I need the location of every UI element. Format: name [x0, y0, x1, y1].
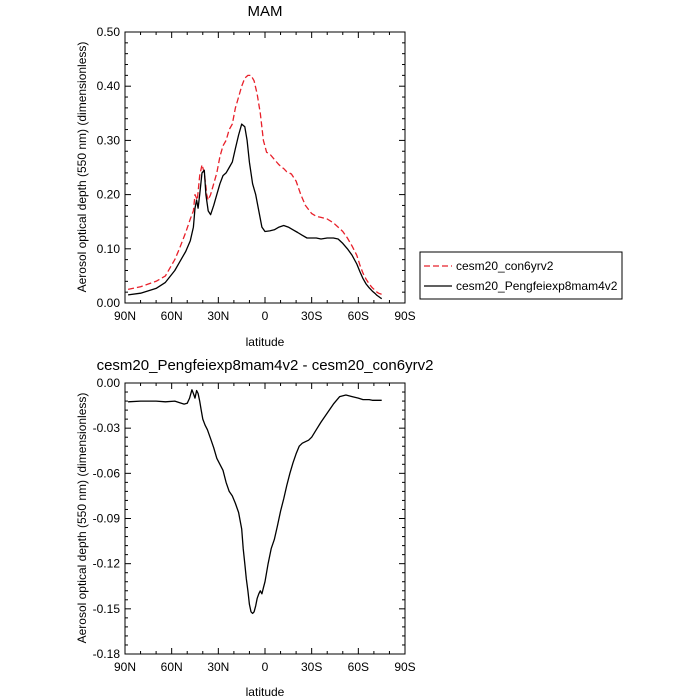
top-x-tick-label: 30S [301, 309, 322, 323]
top-y-axis-label: Aerosol optical depth (550 nm) (dimensio… [75, 42, 89, 293]
bottom-x-tick-label: 60N [161, 660, 183, 674]
top-x-tick-label: 0 [262, 309, 269, 323]
bottom-y-tick-label: -0.09 [93, 512, 121, 526]
top-chart-title: MAM [248, 3, 283, 20]
top-x-axis-label: latitude [246, 335, 285, 349]
top-x-tick-label: 60N [161, 309, 183, 323]
top-x-tick-label: 60S [348, 309, 369, 323]
bottom-y-tick-label: -0.15 [93, 602, 121, 616]
top-y-tick-label: 0.30 [97, 133, 121, 147]
bottom-x-tick-label: 90S [394, 660, 415, 674]
bottom-y-axis-label: Aerosol optical depth (550 nm) (dimensio… [75, 393, 89, 644]
top-y-tick-label: 0.50 [97, 25, 121, 39]
top-series-line-1 [128, 123, 383, 300]
top-y-tick-label: 0.20 [97, 188, 121, 202]
top-panel: MAM 90N 60N 30N 0 30S 60S 90S 0.00 0.10 0.20 0.30 0… [75, 3, 416, 349]
top-y-tick-label: 0.10 [97, 242, 121, 256]
bottom-y-tick-label: -0.03 [93, 421, 121, 435]
bottom-x-tick-label: 90N [114, 660, 136, 674]
legend-box [419, 251, 623, 300]
legend: cesm20_con6yrv2 cesm20_Pengfeiexp8mam4v2 [419, 251, 623, 300]
bottom-plot-frame [124, 382, 406, 655]
top-y-tick-label: 0.00 [97, 296, 121, 310]
legend-label-pengfei: cesm20_Pengfeiexp8mam4v2 [456, 279, 618, 293]
bottom-chart-title: cesm20_Pengfeiexp8mam4v2 - cesm20_con6yr… [97, 357, 434, 374]
bottom-series-line-0 [128, 389, 382, 615]
top-x-tick-label: 90S [394, 309, 415, 323]
bottom-y-tick-label: 0.00 [97, 376, 121, 390]
top-x-tick-label: 30N [207, 309, 229, 323]
bottom-x-tick-label: 0 [262, 660, 269, 674]
bottom-x-tick-label: 30S [301, 660, 322, 674]
top-series-line-0 [127, 74, 382, 295]
top-x-tick-label: 90N [114, 309, 136, 323]
bottom-x-tick-label: 30N [207, 660, 229, 674]
bottom-x-tick-label: 60S [348, 660, 369, 674]
legend-label-con6yrv2: cesm20_con6yrv2 [456, 259, 554, 273]
bottom-y-tick-label: -0.06 [93, 466, 121, 480]
bottom-y-tick-label: -0.18 [93, 647, 121, 661]
bottom-x-axis-label: latitude [246, 685, 285, 699]
bottom-panel: cesm20_Pengfeiexp8mam4v2 - cesm20_con6yr… [75, 357, 433, 699]
top-y-tick-label: 0.40 [97, 79, 121, 93]
top-plot-frame [124, 31, 406, 304]
bottom-y-tick-label: -0.12 [93, 557, 121, 571]
